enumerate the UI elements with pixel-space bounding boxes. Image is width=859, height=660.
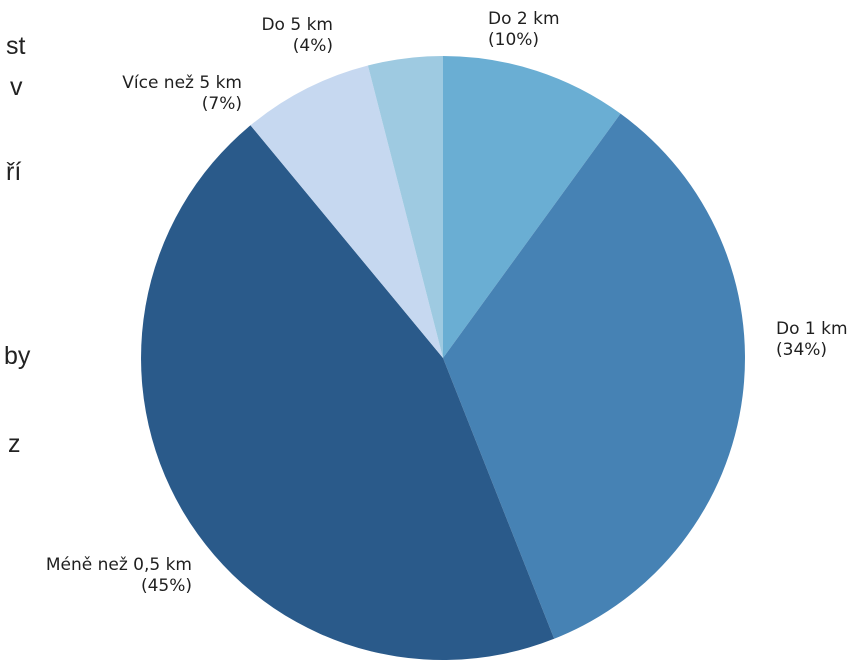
pie-slice xyxy=(443,56,621,358)
slice-label: Méně než 0,5 km xyxy=(46,555,192,575)
slice-label: Do 5 km xyxy=(261,15,333,35)
pie-labels: Do 2 km(10%)Do 1 km(34%)Méně než 0,5 km(… xyxy=(46,9,848,596)
slice-label: Do 1 km xyxy=(776,319,848,339)
pie-slice xyxy=(250,65,443,359)
pie-slice xyxy=(141,125,555,660)
slice-percent-label: (4%) xyxy=(293,36,333,56)
background-text-fragment: by xyxy=(4,342,31,370)
slice-percent-label: (10%) xyxy=(488,30,539,50)
slice-label: Více než 5 km xyxy=(122,73,242,93)
pie-slices xyxy=(141,56,745,660)
slice-percent-label: (34%) xyxy=(776,340,827,360)
slice-percent-label: (7%) xyxy=(202,94,242,114)
background-text-fragment: st xyxy=(6,32,26,60)
slice-label: Do 2 km xyxy=(488,9,560,29)
pie-slice xyxy=(443,113,745,639)
background-text-fragment: z xyxy=(8,430,21,458)
slice-percent-label: (45%) xyxy=(141,576,192,596)
pie-slice xyxy=(367,56,443,358)
background-text-fragment: v xyxy=(10,73,23,101)
background-text-fragment: ří xyxy=(6,158,22,186)
